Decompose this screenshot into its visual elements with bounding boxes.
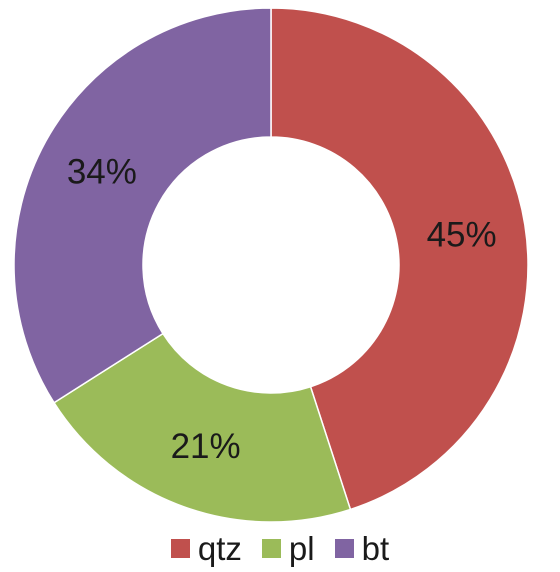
legend-swatch-bt [334,538,354,558]
data-labels-group: 45% 21% 34% [67,153,497,467]
slices-group [13,7,529,523]
legend-item-bt: bt [334,529,390,567]
legend-item-qtz: qtz [170,529,242,567]
slice-bt [13,7,272,404]
legend-label-qtz: qtz [197,529,242,567]
data-label-bt: 34% [67,153,137,192]
data-label-qtz: 45% [427,215,497,254]
data-label-pl: 21% [171,427,241,466]
legend-label-bt: bt [361,529,390,567]
slice-pl [52,332,352,523]
legend-label-pl: pl [288,529,315,567]
slice-qtz [270,7,529,511]
legend-item-pl: pl [261,529,315,567]
legend: qtz pl bt [0,528,560,568]
legend-swatch-pl [261,538,281,558]
legend-swatch-qtz [170,538,190,558]
